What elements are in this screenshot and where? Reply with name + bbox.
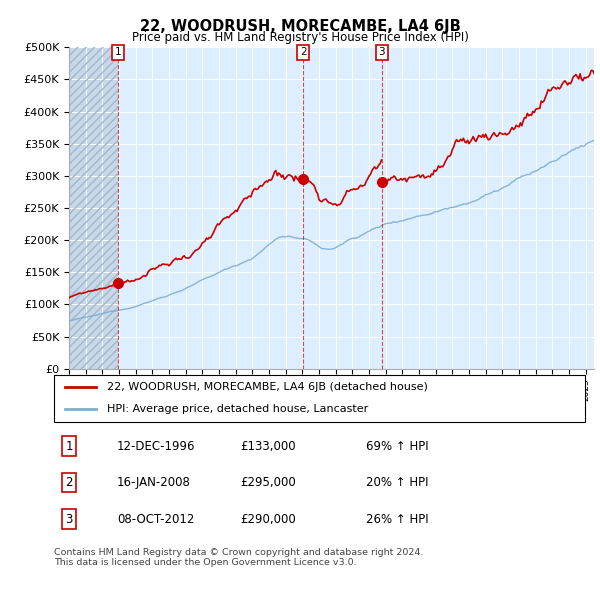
Text: 2: 2 bbox=[65, 476, 73, 489]
Text: 08-OCT-2012: 08-OCT-2012 bbox=[117, 513, 194, 526]
Text: 26% ↑ HPI: 26% ↑ HPI bbox=[366, 513, 428, 526]
Text: 1: 1 bbox=[65, 440, 73, 453]
Bar bbox=[69, 47, 118, 369]
Text: 2: 2 bbox=[300, 47, 307, 57]
Text: Price paid vs. HM Land Registry's House Price Index (HPI): Price paid vs. HM Land Registry's House … bbox=[131, 31, 469, 44]
Bar bbox=[69, 47, 118, 369]
FancyBboxPatch shape bbox=[54, 375, 585, 422]
Text: £133,000: £133,000 bbox=[240, 440, 296, 453]
Text: £290,000: £290,000 bbox=[240, 513, 296, 526]
Text: 3: 3 bbox=[65, 513, 73, 526]
Text: HPI: Average price, detached house, Lancaster: HPI: Average price, detached house, Lanc… bbox=[107, 404, 368, 414]
Text: 16-JAN-2008: 16-JAN-2008 bbox=[117, 476, 191, 489]
Bar bbox=[69, 47, 118, 369]
Text: 20% ↑ HPI: 20% ↑ HPI bbox=[366, 476, 428, 489]
Text: £295,000: £295,000 bbox=[240, 476, 296, 489]
Text: 12-DEC-1996: 12-DEC-1996 bbox=[117, 440, 196, 453]
Text: 3: 3 bbox=[379, 47, 385, 57]
Text: 22, WOODRUSH, MORECAMBE, LA4 6JB: 22, WOODRUSH, MORECAMBE, LA4 6JB bbox=[140, 19, 460, 34]
Text: 22, WOODRUSH, MORECAMBE, LA4 6JB (detached house): 22, WOODRUSH, MORECAMBE, LA4 6JB (detach… bbox=[107, 382, 428, 392]
Text: 1: 1 bbox=[115, 47, 121, 57]
Text: 69% ↑ HPI: 69% ↑ HPI bbox=[366, 440, 428, 453]
Text: Contains HM Land Registry data © Crown copyright and database right 2024.
This d: Contains HM Land Registry data © Crown c… bbox=[54, 548, 424, 567]
